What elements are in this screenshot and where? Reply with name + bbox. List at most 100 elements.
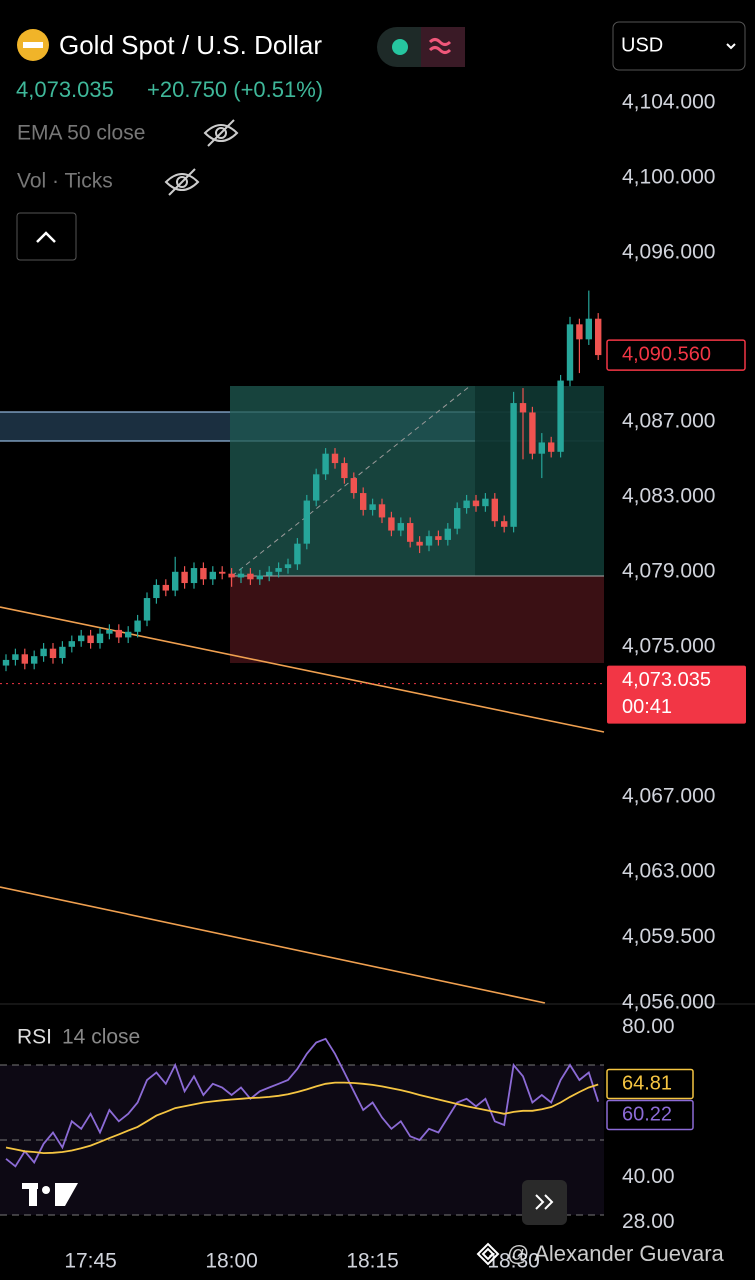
candle-body	[49, 648, 57, 659]
candle-body	[538, 442, 545, 454]
candle-body	[595, 318, 602, 356]
y-tick-label: 28.00	[622, 1210, 675, 1233]
candle-body	[341, 463, 348, 479]
currency-button[interactable]	[612, 21, 746, 71]
candle-body	[425, 536, 433, 546]
candle-body	[228, 573, 235, 578]
candle-body	[190, 568, 198, 584]
candle-body	[303, 500, 310, 544]
visibility-icon[interactable]	[203, 119, 239, 147]
trendline	[0, 886, 546, 1004]
rsi-title: RSI	[17, 1026, 52, 1049]
candle-body	[106, 629, 113, 634]
rsi-value-label: 60.22	[622, 1104, 672, 1126]
price-marker-label: 4,073.035	[622, 669, 711, 691]
countdown-label: 00:41	[622, 696, 672, 718]
candle-body	[87, 635, 94, 644]
rsi-value-box	[606, 1068, 694, 1100]
candle-body	[416, 541, 423, 546]
candle-body	[482, 498, 489, 507]
candle-body	[115, 629, 122, 638]
candle-body	[529, 412, 536, 454]
y-tick-label: 4,067.000	[622, 784, 715, 807]
collapse-icon	[36, 231, 56, 243]
watermark: @ Alexander Guevara	[507, 1241, 725, 1266]
candle-body	[247, 573, 254, 580]
candle-body	[209, 571, 216, 580]
candle-body	[322, 453, 329, 475]
candle-body	[172, 571, 179, 591]
candle-body	[40, 648, 47, 657]
candle-body	[134, 620, 141, 632]
candle-body	[435, 536, 442, 540]
price-marker	[606, 339, 746, 371]
candle-body	[294, 543, 301, 565]
candle-body	[96, 633, 104, 644]
candle-body	[162, 584, 169, 591]
candle-body	[548, 442, 555, 452]
y-tick-label: 4,087.000	[622, 409, 715, 432]
candle-body	[463, 500, 470, 509]
candle-body	[491, 498, 498, 522]
candle-body	[256, 575, 263, 580]
candle-body	[181, 571, 188, 584]
candle-body	[444, 528, 451, 540]
header: Gold Spot / U.S. Dollar 4,073.035 +20.75…	[16, 21, 746, 261]
candle-body	[388, 517, 395, 531]
candle-body	[369, 504, 376, 510]
tv-logo	[22, 1183, 78, 1206]
watermark-logo	[476, 1242, 500, 1266]
y-tick-label: 4,075.000	[622, 634, 715, 657]
candle-body	[237, 573, 245, 578]
candle-body	[21, 654, 28, 664]
candle-body	[378, 504, 386, 518]
last-price: 4,073.035	[16, 77, 114, 102]
candle-body	[454, 508, 461, 529]
candle-body	[510, 403, 517, 527]
candle-body	[350, 478, 357, 494]
symbol-icon-bar	[23, 42, 43, 48]
candle-body	[557, 380, 564, 452]
status-pill-right	[421, 27, 465, 67]
candle-body	[519, 403, 527, 413]
scroll-to-end-button[interactable]	[522, 1180, 567, 1225]
candle-body	[143, 598, 151, 621]
collapse-button[interactable]	[16, 212, 77, 261]
x-tick-label: 18:30	[487, 1250, 540, 1273]
candle-body	[153, 584, 160, 599]
y-tick-label: 4,056.000	[622, 991, 715, 1014]
candle-body	[219, 571, 226, 574]
price-change: +20.750 (+0.51%)	[147, 77, 323, 102]
candle-body	[275, 568, 282, 572]
drawings	[0, 385, 755, 1005]
path-line	[231, 385, 471, 577]
x-tick-label: 18:15	[346, 1250, 399, 1273]
target-zone-past	[475, 386, 604, 576]
price-marker-label: 4,090.560	[622, 343, 711, 365]
x-tick-label: 17:45	[64, 1250, 117, 1273]
rsi-line	[5, 1037, 600, 1168]
rsi-value-box	[606, 1099, 694, 1131]
candle-body	[31, 656, 38, 664]
y-tick-label: 4,079.000	[622, 559, 715, 582]
delay-icon	[428, 38, 452, 54]
symbol-title: Gold Spot / U.S. Dollar	[59, 30, 322, 60]
y-tick-label: 40.00	[622, 1165, 675, 1188]
indicator-label: EMA 50 close	[17, 122, 145, 145]
price-marker	[607, 665, 746, 724]
trendline	[0, 606, 605, 733]
y-tick-label: 4,083.000	[622, 484, 715, 507]
candle-body	[407, 523, 414, 542]
visibility-icon[interactable]	[164, 168, 200, 196]
candle-body	[313, 474, 320, 501]
candle-body	[68, 641, 75, 647]
candle-body	[125, 631, 132, 638]
scroll-icon	[535, 1194, 554, 1210]
y-tick-label: 80.00	[622, 1015, 675, 1038]
candle-body	[472, 500, 480, 507]
candle-body	[331, 453, 339, 464]
rsi-value-label: 64.81	[622, 1073, 672, 1095]
currency-chevron	[726, 43, 736, 50]
x-tick-label: 18:00	[205, 1250, 258, 1273]
candle-body	[266, 571, 273, 576]
